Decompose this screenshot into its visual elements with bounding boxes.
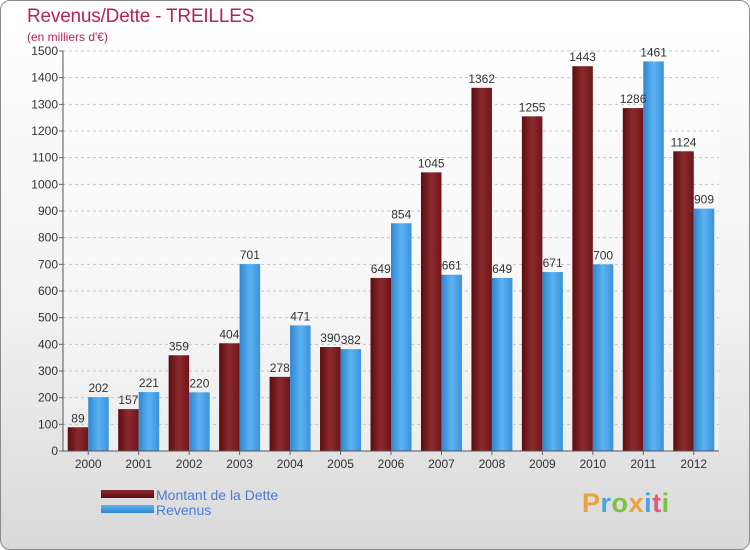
legend-swatch-revenus — [101, 505, 154, 513]
y-tick-label: 700 — [38, 257, 58, 271]
x-tick-label: 2011 — [630, 457, 656, 471]
bar-revenus — [138, 392, 160, 451]
x-tick-label: 2009 — [529, 457, 556, 471]
legend-swatch-dette — [101, 490, 154, 498]
bar-dette — [622, 108, 644, 452]
data-label: 649 — [371, 262, 391, 276]
data-label: 661 — [442, 259, 462, 273]
data-label: 1461 — [640, 45, 667, 59]
x-tick-label: 2005 — [327, 457, 354, 471]
chart-subtitle: (en milliers d'€) — [27, 30, 108, 44]
data-label: 909 — [694, 193, 714, 207]
data-label: 1286 — [620, 92, 647, 106]
bar-dette — [370, 277, 391, 451]
bar-dette — [521, 116, 543, 451]
data-label: 1124 — [671, 135, 697, 149]
y-tick-label: 1300 — [31, 97, 58, 111]
data-label: 390 — [320, 331, 340, 345]
data-label: 278 — [270, 361, 290, 375]
data-label: 157 — [118, 393, 138, 407]
y-tick-label: 1200 — [31, 124, 58, 138]
x-tick-label: 2006 — [378, 457, 405, 471]
data-label: 1443 — [569, 50, 596, 64]
bar-revenus — [441, 274, 462, 451]
data-label: 1045 — [418, 156, 445, 170]
x-tick-label: 2000 — [75, 457, 102, 471]
y-tick-label: 500 — [38, 311, 58, 325]
bar-revenus — [189, 392, 210, 451]
y-tick-label: 1100 — [32, 151, 58, 165]
bar-dette — [471, 87, 492, 452]
data-label: 471 — [290, 309, 310, 323]
y-tick-label: 1400 — [31, 71, 58, 85]
bar-revenus — [391, 223, 412, 451]
bar-revenus — [693, 208, 715, 451]
data-label: 202 — [88, 381, 108, 395]
y-tick-label: 800 — [38, 231, 58, 245]
legend-label-dette: Montant de la Dette — [156, 487, 279, 503]
bar-revenus — [643, 61, 664, 452]
bar-revenus — [290, 325, 311, 451]
legend — [101, 490, 154, 513]
bar-revenus — [340, 349, 362, 451]
proxiti-logo: Proxiti — [582, 488, 670, 518]
y-tick-label: 300 — [38, 364, 58, 378]
y-tick-label: 200 — [38, 391, 58, 405]
bar-dette — [269, 376, 291, 451]
data-label: 649 — [492, 262, 512, 276]
bar-dette — [168, 355, 190, 451]
legend-label-revenus: Revenus — [156, 502, 212, 518]
data-label: 700 — [593, 248, 613, 262]
data-label: 671 — [543, 256, 563, 270]
data-label: 701 — [240, 248, 260, 262]
y-tick-label: 100 — [38, 417, 58, 431]
x-tick-label: 2001 — [125, 457, 152, 471]
bar-dette — [320, 347, 341, 451]
bar-revenus — [592, 264, 614, 451]
data-label: 854 — [391, 207, 411, 221]
x-tick-label: 2007 — [428, 457, 455, 471]
bar-revenus — [491, 277, 513, 451]
x-tick-label: 2010 — [579, 457, 606, 471]
data-label: 382 — [341, 333, 361, 347]
y-tick-label: 400 — [38, 337, 58, 351]
data-label: 1362 — [468, 72, 495, 86]
y-tick-label: 900 — [38, 204, 58, 218]
bar-dette — [572, 66, 593, 451]
bar-dette — [219, 343, 240, 451]
x-tick-label: 2004 — [277, 457, 304, 471]
data-label: 404 — [219, 327, 239, 341]
data-label: 221 — [139, 376, 159, 390]
y-tick-label: 0 — [51, 444, 58, 458]
x-tick-label: 2002 — [176, 457, 203, 471]
data-label: 1255 — [519, 100, 546, 114]
bar-dette — [673, 151, 694, 451]
x-tick-label: 2008 — [479, 457, 506, 471]
bar-dette — [67, 427, 89, 451]
data-label: 220 — [189, 376, 209, 390]
bar-dette — [118, 409, 139, 451]
bar-revenus — [542, 272, 563, 451]
data-label: 359 — [169, 339, 189, 353]
x-tick-label: 2012 — [680, 457, 707, 471]
y-tick-label: 1500 — [31, 44, 58, 58]
bar-dette — [420, 172, 442, 452]
y-tick-label: 600 — [38, 284, 58, 298]
data-label: 89 — [71, 411, 85, 425]
x-tick-label: 2003 — [226, 457, 253, 471]
y-tick-label: 1000 — [31, 177, 58, 191]
bar-revenus — [88, 397, 109, 451]
bar-revenus — [239, 264, 261, 451]
chart-title: Revenus/Dette - TREILLES — [27, 6, 255, 27]
